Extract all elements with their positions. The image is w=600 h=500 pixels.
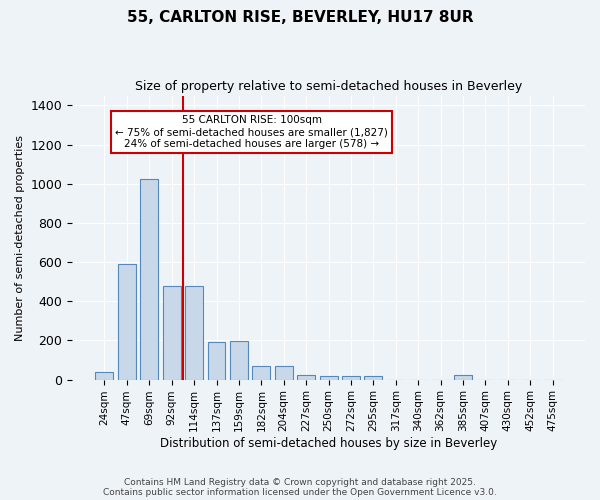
Bar — [297, 374, 315, 380]
Bar — [185, 286, 203, 380]
Bar — [163, 286, 181, 380]
Bar — [320, 376, 338, 380]
X-axis label: Distribution of semi-detached houses by size in Beverley: Distribution of semi-detached houses by … — [160, 437, 497, 450]
Bar — [95, 372, 113, 380]
Bar — [454, 374, 472, 380]
Y-axis label: Number of semi-detached properties: Number of semi-detached properties — [15, 134, 25, 340]
Title: Size of property relative to semi-detached houses in Beverley: Size of property relative to semi-detach… — [135, 80, 522, 93]
Bar — [275, 366, 293, 380]
Text: 55 CARLTON RISE: 100sqm
← 75% of semi-detached houses are smaller (1,827)
24% of: 55 CARLTON RISE: 100sqm ← 75% of semi-de… — [115, 116, 388, 148]
Bar — [208, 342, 226, 380]
Text: Contains HM Land Registry data © Crown copyright and database right 2025.
Contai: Contains HM Land Registry data © Crown c… — [103, 478, 497, 497]
Bar — [140, 179, 158, 380]
Bar — [342, 376, 360, 380]
Bar — [253, 366, 270, 380]
Bar — [118, 264, 136, 380]
Bar — [364, 376, 382, 380]
Text: 55, CARLTON RISE, BEVERLEY, HU17 8UR: 55, CARLTON RISE, BEVERLEY, HU17 8UR — [127, 10, 473, 25]
Bar — [230, 342, 248, 380]
